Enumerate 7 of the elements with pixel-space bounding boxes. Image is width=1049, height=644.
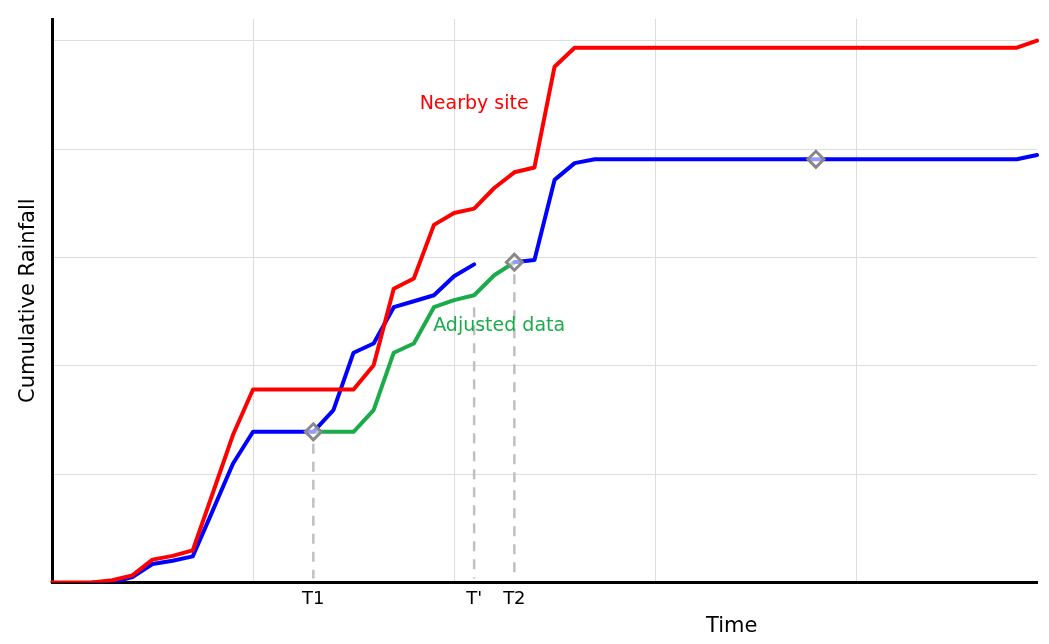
x-axis-title: Time [704,613,758,637]
x-tick-label: T1 [301,586,325,608]
x-tick-label: T2 [502,586,526,608]
y-axis-title: Cumulative Rainfall [15,198,39,403]
series-label: Nearby site [419,90,529,113]
x-tick-label: T' [465,586,483,608]
series-label: Adjusted data [433,313,566,336]
